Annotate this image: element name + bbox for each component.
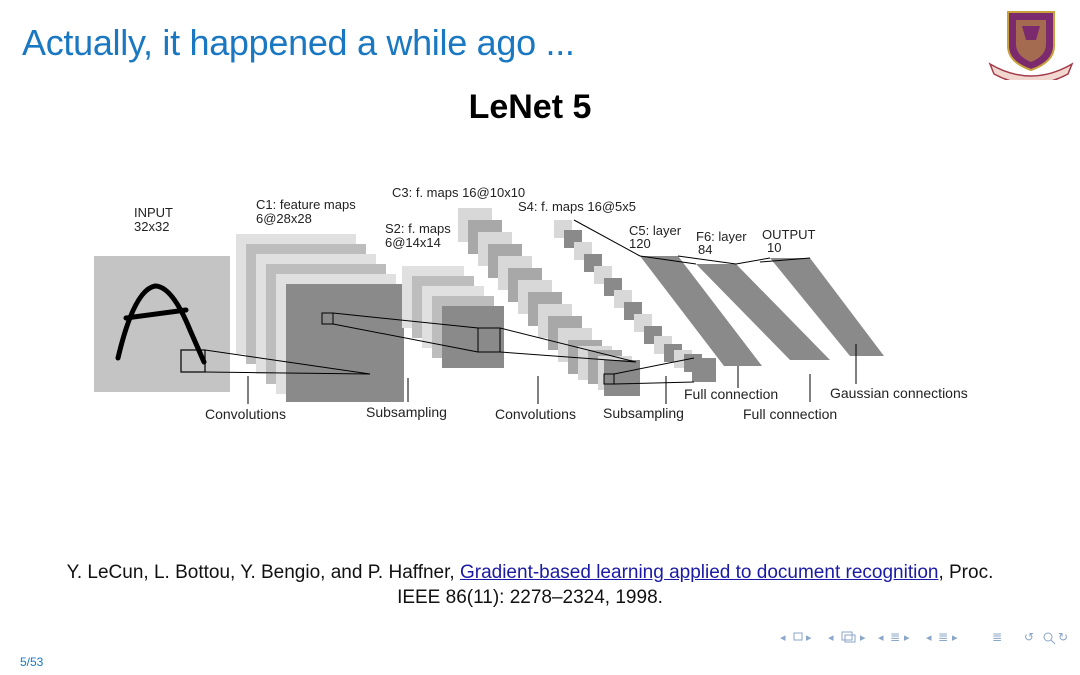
svg-text:≣: ≣: [938, 630, 948, 644]
svg-text:◂: ◂: [926, 631, 932, 644]
layer-detail-s2: 6@14x14: [385, 235, 441, 250]
svg-text:▸: ▸: [904, 631, 910, 644]
layer-detail-c1: 6@28x28: [256, 211, 312, 226]
layer-label-c5: C5: layer: [629, 223, 682, 238]
operation-label: Convolutions: [495, 406, 576, 422]
input-receptive-field: [180, 349, 206, 373]
svg-text:↻: ↻: [1058, 630, 1068, 644]
svg-text:◂: ◂: [780, 631, 786, 644]
page-number: 5/53: [20, 655, 44, 669]
subsample1-projection: [332, 312, 479, 353]
diagram-title: LeNet 5: [468, 88, 592, 126]
beamer-navigation-bar: ◂ ▸ ◂ ▸ ◂ ≣ ▸ ◂ ≣ ▸ ≣ ↺ ↻: [780, 630, 1068, 645]
svg-text:≣: ≣: [890, 630, 900, 644]
input-image: [94, 256, 230, 392]
toc-icon[interactable]: ≣: [992, 630, 1002, 644]
university-crest-icon: [988, 11, 1074, 80]
layer-detail-f6: 84: [698, 242, 712, 257]
layer-label-c3: C3: f. maps 16@10x10: [392, 185, 525, 200]
layer-detail-output: 10: [767, 240, 781, 255]
paper-link[interactable]: Gradient-based learning applied to docum…: [459, 562, 939, 583]
layer-label-s4: S4: f. maps 16@5x5: [518, 199, 636, 214]
layer-label-f6: F6: layer: [696, 229, 747, 244]
output-layer: [770, 258, 884, 356]
nav-left-icon[interactable]: ◂ ▸: [780, 631, 812, 644]
citation-details: , Proc. IEEE 86(11): 2278–2324, 1998.: [397, 562, 994, 608]
svg-text:≣: ≣: [992, 630, 1002, 644]
layer-detail-c5: 120: [629, 236, 651, 251]
operation-label: Gaussian connections: [830, 385, 968, 401]
layer-label-c1: C1: feature maps: [256, 197, 356, 212]
slide-title: Actually, it happened a while ago ...: [22, 22, 575, 63]
section-icon[interactable]: ◂ ≣ ▸: [926, 630, 958, 644]
svg-text:◂: ◂: [828, 631, 834, 644]
lenet5-architecture-diagram: INPUT 32x32 C1: feature maps 6@28x28 S2:…: [94, 185, 968, 422]
c3-feature-maps: [458, 208, 640, 396]
s2-feature-maps: [402, 266, 504, 368]
conv1-projection: [204, 349, 371, 375]
layer-label-output: OUTPUT: [762, 227, 816, 242]
conv2-projection: [499, 327, 637, 363]
layer-label-input: INPUT: [134, 205, 173, 220]
svg-text:▸: ▸: [860, 631, 866, 644]
svg-text:↺: ↺: [1024, 630, 1034, 644]
layer-detail-input: 32x32: [134, 219, 169, 234]
operation-label: Convolutions: [205, 406, 286, 422]
layer-label-s2: S2: f. maps: [385, 221, 451, 236]
f6-layer: [696, 264, 830, 360]
c1-feature-maps: [236, 234, 404, 402]
citation: Y. LeCun, L. Bottou, Y. Bengio, and P. H…: [60, 560, 1000, 610]
operation-label: Subsampling: [603, 405, 684, 421]
s4-feature-maps: [554, 220, 716, 382]
operation-label: Full connection: [684, 386, 778, 402]
svg-text:◂: ◂: [878, 631, 884, 644]
svg-text:▸: ▸: [952, 631, 958, 644]
subsample2-projection: [613, 357, 695, 385]
subsection-icon[interactable]: ◂ ≣ ▸: [878, 630, 910, 644]
search-icon[interactable]: ↺ ↻: [1024, 630, 1068, 645]
frame-icon[interactable]: ◂ ▸: [828, 631, 866, 644]
operation-label: Subsampling: [366, 404, 447, 420]
c5-layer: [640, 256, 762, 366]
citation-authors: Y. LeCun, L. Bottou, Y. Bengio, and P. H…: [66, 562, 460, 583]
operation-label: Full connection: [743, 406, 837, 422]
svg-text:▸: ▸: [806, 631, 812, 644]
